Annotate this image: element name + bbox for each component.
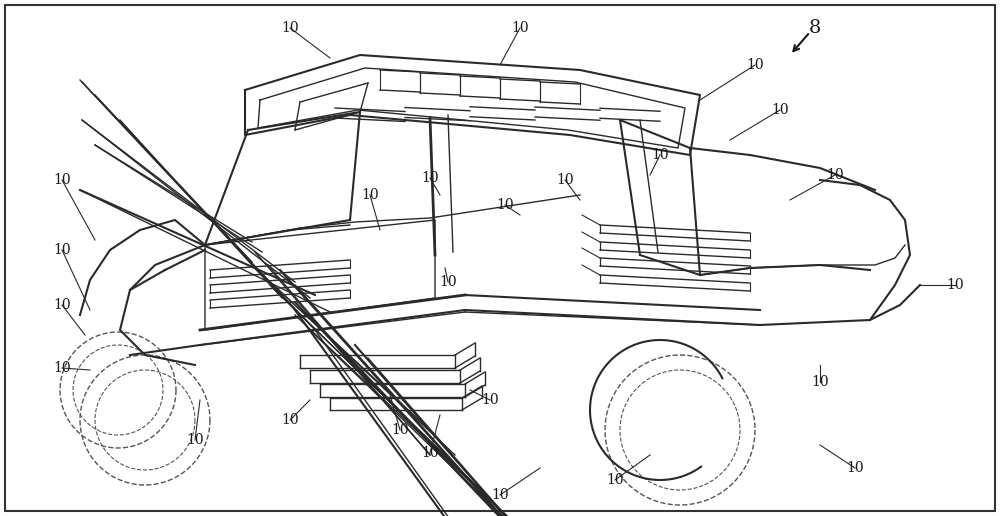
- Text: 10: 10: [186, 433, 204, 447]
- Text: 10: 10: [511, 21, 529, 35]
- Text: 10: 10: [481, 393, 499, 407]
- Text: 10: 10: [826, 168, 844, 182]
- Text: 10: 10: [281, 413, 299, 427]
- Text: 10: 10: [53, 243, 71, 257]
- Text: 10: 10: [53, 173, 71, 187]
- Text: 10: 10: [491, 488, 509, 502]
- Text: 10: 10: [746, 58, 764, 72]
- Text: 10: 10: [391, 423, 409, 437]
- Text: 10: 10: [496, 198, 514, 212]
- Text: 10: 10: [53, 298, 71, 312]
- Text: 10: 10: [421, 446, 439, 460]
- Text: 10: 10: [946, 278, 964, 292]
- Text: 10: 10: [556, 173, 574, 187]
- Text: 10: 10: [846, 461, 864, 475]
- Text: 10: 10: [53, 361, 71, 375]
- Text: 10: 10: [281, 21, 299, 35]
- Text: 10: 10: [421, 171, 439, 185]
- Text: 10: 10: [439, 275, 457, 289]
- Text: 10: 10: [651, 148, 669, 162]
- Text: 10: 10: [606, 473, 624, 487]
- Text: 10: 10: [811, 375, 829, 389]
- Text: 10: 10: [361, 188, 379, 202]
- Text: 10: 10: [771, 103, 789, 117]
- Text: 8: 8: [809, 19, 821, 37]
